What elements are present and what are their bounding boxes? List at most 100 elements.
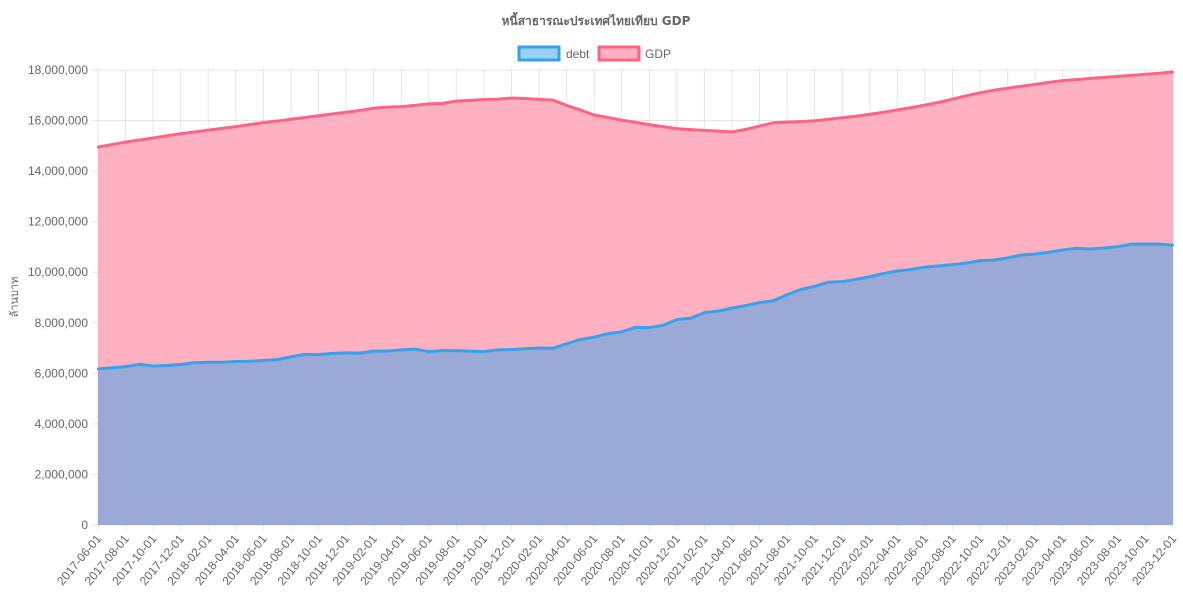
point-debt[interactable] — [275, 358, 279, 361]
point-gdp[interactable] — [234, 125, 238, 128]
point-gdp[interactable] — [193, 130, 196, 134]
point-gdp[interactable] — [496, 97, 499, 101]
point-debt[interactable] — [841, 280, 844, 283]
point-gdp[interactable] — [937, 101, 940, 104]
point-gdp[interactable] — [592, 113, 596, 117]
point-gdp[interactable] — [551, 98, 555, 102]
point-debt[interactable] — [289, 355, 293, 359]
point-gdp[interactable] — [386, 105, 389, 109]
point-debt[interactable] — [496, 348, 499, 352]
point-debt[interactable] — [730, 306, 734, 310]
point-debt[interactable] — [234, 360, 238, 363]
point-gdp[interactable] — [978, 91, 982, 94]
point-gdp[interactable] — [151, 136, 155, 140]
point-gdp[interactable] — [1075, 78, 1078, 81]
point-debt[interactable] — [923, 265, 927, 269]
point-gdp[interactable] — [262, 121, 265, 124]
point-gdp[interactable] — [675, 127, 679, 130]
point-debt[interactable] — [303, 353, 306, 356]
point-gdp[interactable] — [799, 120, 803, 123]
point-debt[interactable] — [965, 261, 968, 265]
point-gdp[interactable] — [413, 104, 417, 107]
point-debt[interactable] — [1075, 247, 1078, 250]
point-gdp[interactable] — [1061, 79, 1064, 82]
point-gdp[interactable] — [1116, 75, 1120, 78]
point-gdp[interactable] — [1130, 74, 1133, 77]
point-gdp[interactable] — [1033, 83, 1037, 86]
point-gdp[interactable] — [331, 112, 334, 116]
point-debt[interactable] — [165, 364, 169, 367]
point-debt[interactable] — [1130, 242, 1133, 246]
point-debt[interactable] — [1033, 252, 1037, 256]
point-debt[interactable] — [634, 326, 637, 329]
point-debt[interactable] — [606, 332, 610, 335]
point-debt[interactable] — [716, 309, 720, 313]
point-debt[interactable] — [854, 278, 858, 281]
point-debt[interactable] — [482, 350, 486, 353]
point-debt[interactable] — [1144, 242, 1147, 246]
point-gdp[interactable] — [220, 127, 224, 130]
point-debt[interactable] — [207, 361, 210, 364]
point-gdp[interactable] — [758, 124, 761, 128]
point-gdp[interactable] — [689, 128, 692, 131]
point-debt[interactable] — [772, 299, 775, 302]
point-gdp[interactable] — [455, 99, 458, 103]
point-gdp[interactable] — [400, 105, 403, 108]
point-debt[interactable] — [565, 342, 568, 345]
point-gdp[interactable] — [965, 94, 968, 97]
point-gdp[interactable] — [909, 106, 913, 109]
point-gdp[interactable] — [703, 129, 706, 132]
point-gdp[interactable] — [772, 121, 775, 125]
point-debt[interactable] — [1047, 251, 1051, 254]
point-gdp[interactable] — [579, 108, 582, 112]
point-gdp[interactable] — [896, 108, 899, 112]
point-debt[interactable] — [386, 349, 389, 353]
point-debt[interactable] — [689, 317, 692, 320]
point-debt[interactable] — [827, 280, 830, 284]
point-debt[interactable] — [1116, 245, 1120, 248]
point-gdp[interactable] — [992, 89, 996, 92]
point-gdp[interactable] — [606, 116, 610, 119]
point-debt[interactable] — [344, 351, 348, 355]
point-gdp[interactable] — [524, 97, 527, 100]
point-gdp[interactable] — [854, 115, 858, 118]
point-gdp[interactable] — [207, 128, 210, 132]
point-debt[interactable] — [331, 352, 334, 355]
point-gdp[interactable] — [427, 102, 430, 106]
point-gdp[interactable] — [482, 98, 486, 101]
point-debt[interactable] — [909, 268, 913, 271]
point-gdp[interactable] — [661, 125, 665, 128]
point-gdp[interactable] — [468, 99, 472, 102]
point-gdp[interactable] — [565, 104, 568, 107]
point-gdp[interactable] — [179, 132, 182, 135]
point-debt[interactable] — [124, 365, 127, 368]
point-gdp[interactable] — [1047, 81, 1051, 84]
point-debt[interactable] — [1158, 242, 1161, 246]
point-debt[interactable] — [1006, 256, 1009, 260]
point-debt[interactable] — [1020, 253, 1023, 257]
point-gdp[interactable] — [358, 109, 362, 112]
point-gdp[interactable] — [441, 102, 444, 105]
point-debt[interactable] — [524, 347, 527, 351]
point-gdp[interactable] — [882, 111, 885, 114]
point-debt[interactable] — [785, 293, 789, 296]
point-debt[interactable] — [441, 349, 444, 352]
point-debt[interactable] — [744, 304, 747, 307]
legend-item-debt[interactable]: debt — [517, 45, 590, 62]
point-debt[interactable] — [868, 275, 871, 278]
point-gdp[interactable] — [951, 97, 954, 101]
point-debt[interactable] — [661, 324, 665, 327]
point-gdp[interactable] — [317, 114, 320, 117]
point-debt[interactable] — [220, 361, 224, 364]
point-debt[interactable] — [813, 285, 816, 288]
point-debt[interactable] — [537, 346, 541, 350]
point-debt[interactable] — [358, 351, 362, 355]
point-gdp[interactable] — [716, 129, 720, 133]
point-gdp[interactable] — [124, 140, 127, 144]
point-gdp[interactable] — [1144, 73, 1147, 76]
point-gdp[interactable] — [648, 123, 651, 126]
point-debt[interactable] — [551, 347, 555, 350]
point-gdp[interactable] — [165, 134, 169, 137]
point-debt[interactable] — [992, 258, 996, 262]
point-debt[interactable] — [937, 264, 940, 268]
